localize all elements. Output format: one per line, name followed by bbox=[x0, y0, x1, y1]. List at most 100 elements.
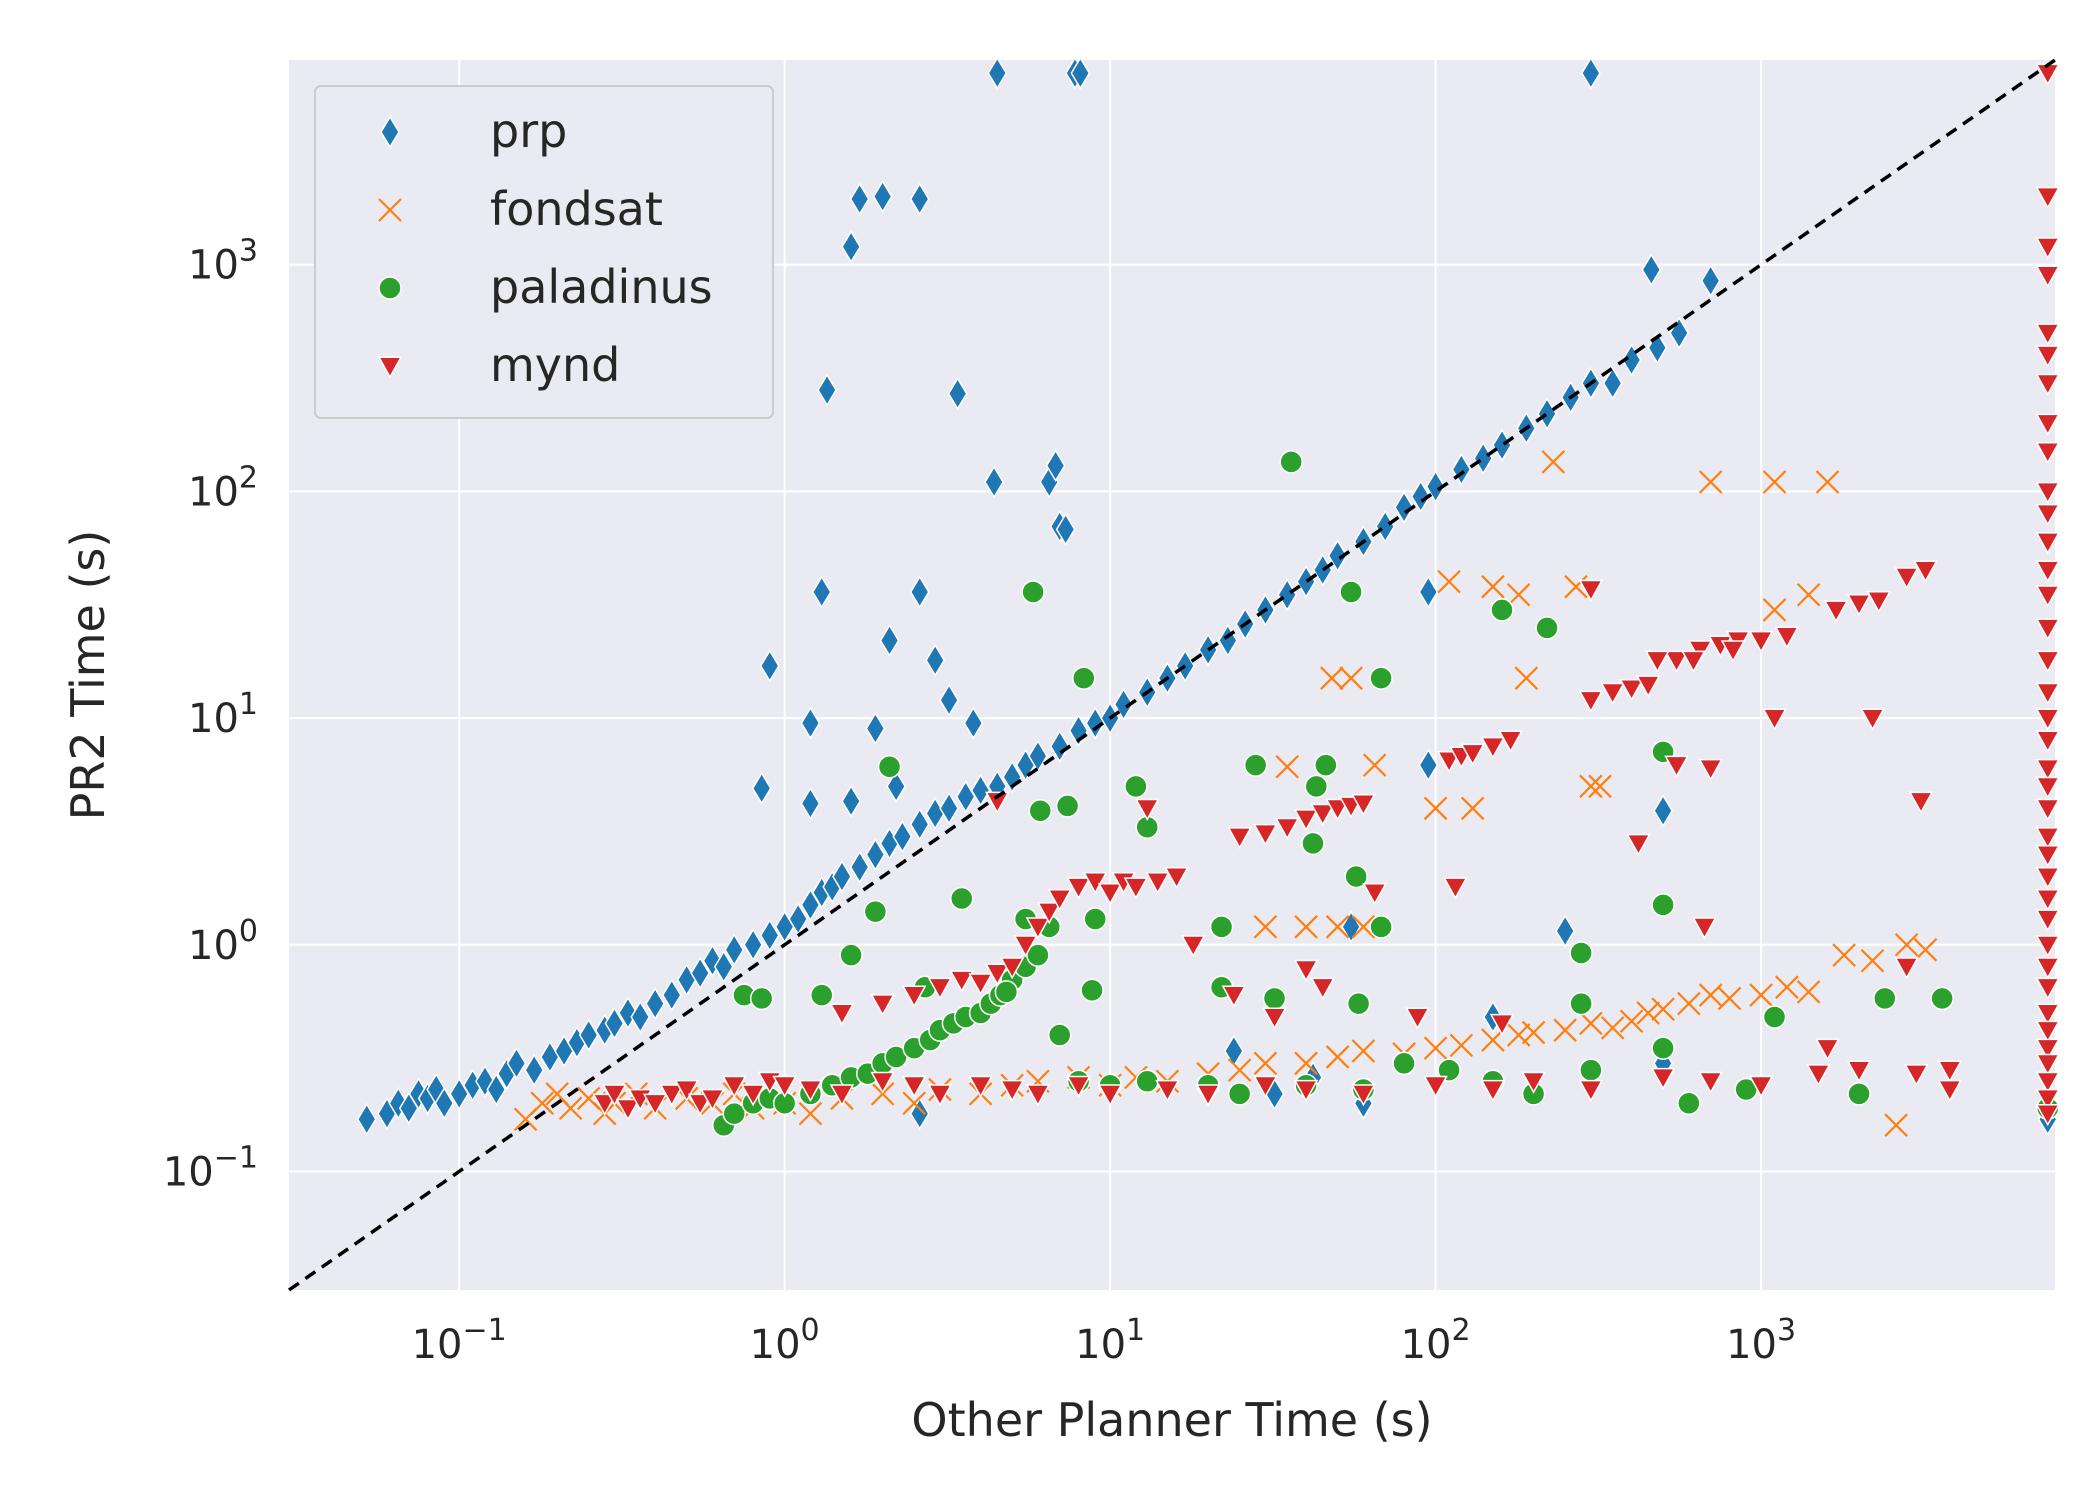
mynd-point bbox=[1846, 594, 1872, 617]
fondsat-point bbox=[1564, 574, 1588, 599]
prp-point bbox=[690, 956, 711, 990]
prp-point bbox=[984, 465, 1004, 499]
paladinus-point bbox=[1762, 1005, 1787, 1029]
mynd-point bbox=[1937, 1079, 1963, 1103]
fondsat-point bbox=[1253, 915, 1278, 939]
fondsat-point bbox=[1423, 1036, 1448, 1060]
mynd-point bbox=[870, 994, 895, 1017]
mynd-point bbox=[1866, 591, 1892, 614]
legend: prp fondsat paladinus mynd bbox=[314, 85, 774, 419]
prp-point bbox=[630, 1000, 651, 1034]
prp-point bbox=[841, 784, 861, 818]
fondsat-point bbox=[1651, 997, 1675, 1021]
paladinus-point bbox=[1262, 986, 1287, 1011]
mynd-point bbox=[1097, 882, 1123, 906]
prp-point bbox=[1700, 264, 1721, 298]
legend-marker-paladinus bbox=[378, 276, 402, 300]
mynd-point bbox=[674, 1079, 699, 1103]
mynd-point bbox=[1823, 600, 1849, 623]
legend-label-paladinus: paladinus bbox=[490, 260, 713, 314]
prp-point bbox=[1410, 479, 1431, 513]
prp-point bbox=[879, 624, 900, 657]
mynd-point bbox=[2035, 532, 2061, 555]
paladinus-point bbox=[1490, 598, 1514, 622]
fondsat-point bbox=[1860, 949, 1885, 973]
paladinus-point bbox=[1873, 986, 1897, 1011]
paladinus-point bbox=[994, 980, 1019, 1004]
mynd-point bbox=[1748, 630, 1774, 654]
prp-point bbox=[909, 575, 930, 609]
paladinus-point bbox=[1227, 1082, 1252, 1106]
mynd-point bbox=[1036, 902, 1062, 925]
mynd-point bbox=[1498, 730, 1523, 753]
mynd-point bbox=[2035, 977, 2061, 1000]
paladinus-point bbox=[1135, 1069, 1159, 1094]
mynd-point bbox=[1253, 1075, 1278, 1098]
fondsat-point bbox=[870, 1082, 895, 1106]
prp-point bbox=[800, 706, 821, 740]
prp-point bbox=[661, 978, 682, 1012]
paladinus-point bbox=[1072, 666, 1096, 690]
prp-point bbox=[751, 771, 772, 805]
mynd-point bbox=[968, 1075, 993, 1098]
fondsat-point bbox=[1588, 774, 1612, 799]
fondsat-point bbox=[1362, 753, 1387, 777]
mynd-point bbox=[1155, 1079, 1180, 1103]
prp-point bbox=[1653, 794, 1673, 828]
mynd-point bbox=[1904, 1064, 1929, 1087]
mynd-point bbox=[999, 1079, 1025, 1103]
mynd-point bbox=[2035, 682, 2061, 705]
prp-point bbox=[849, 850, 870, 884]
fondsat-point bbox=[1815, 470, 1840, 494]
mynd-point bbox=[2035, 888, 2061, 912]
fondsat-point bbox=[1514, 666, 1539, 690]
mynd-point bbox=[772, 1075, 797, 1098]
paladinus-point bbox=[1314, 753, 1338, 777]
mynd-point bbox=[1937, 1060, 1963, 1083]
mynd-point bbox=[1619, 679, 1644, 702]
fondsat-point bbox=[1275, 754, 1299, 779]
fondsat-point bbox=[1423, 796, 1448, 821]
mynd-point bbox=[1443, 877, 1468, 900]
prp-point bbox=[434, 1086, 455, 1120]
mynd-point bbox=[829, 1084, 855, 1107]
prp-point bbox=[1555, 914, 1575, 948]
mynd-point bbox=[1274, 817, 1300, 840]
fondsat-point bbox=[1884, 1113, 1908, 1137]
paladinus-point bbox=[1677, 1091, 1701, 1115]
prp-point bbox=[963, 706, 984, 740]
mynd-point bbox=[2035, 708, 2061, 731]
mynd-point bbox=[1180, 935, 1206, 958]
mynd-point bbox=[901, 1075, 927, 1098]
mynd-point bbox=[968, 973, 993, 996]
fondsat-point bbox=[1506, 1023, 1531, 1047]
prp-point bbox=[356, 1102, 377, 1136]
mynd-point bbox=[1489, 1013, 1515, 1036]
prp-point bbox=[1581, 56, 1601, 90]
prp-point bbox=[970, 773, 991, 807]
prp-point bbox=[1327, 539, 1348, 573]
fondsat-point bbox=[1325, 915, 1350, 939]
mynd-point bbox=[1066, 1075, 1091, 1098]
prp-point bbox=[886, 769, 906, 803]
fondsat-point bbox=[530, 1091, 555, 1116]
prp-point bbox=[524, 1053, 545, 1087]
fondsat-point bbox=[1579, 1011, 1603, 1036]
prp-point bbox=[1641, 253, 1662, 287]
mynd-point bbox=[2035, 1053, 2061, 1076]
mynd-point bbox=[984, 791, 1010, 814]
legend-label-mynd: mynd bbox=[490, 338, 620, 392]
prp-point bbox=[1217, 624, 1238, 657]
prp-point bbox=[578, 1018, 599, 1052]
y-axis-label: PR2 Time (s) bbox=[61, 530, 115, 821]
mynd-point bbox=[2035, 957, 2061, 980]
mynd-point bbox=[1013, 935, 1038, 958]
mynd-point bbox=[2035, 1104, 2061, 1127]
mynd-point bbox=[2035, 560, 2061, 583]
mynd-point bbox=[1664, 650, 1689, 673]
paladinus-point bbox=[1243, 753, 1268, 777]
paladinus-point bbox=[1080, 978, 1104, 1003]
prp-point bbox=[987, 56, 1008, 90]
mynd-point bbox=[1806, 1064, 1831, 1087]
fondsat-point bbox=[1600, 1016, 1625, 1040]
